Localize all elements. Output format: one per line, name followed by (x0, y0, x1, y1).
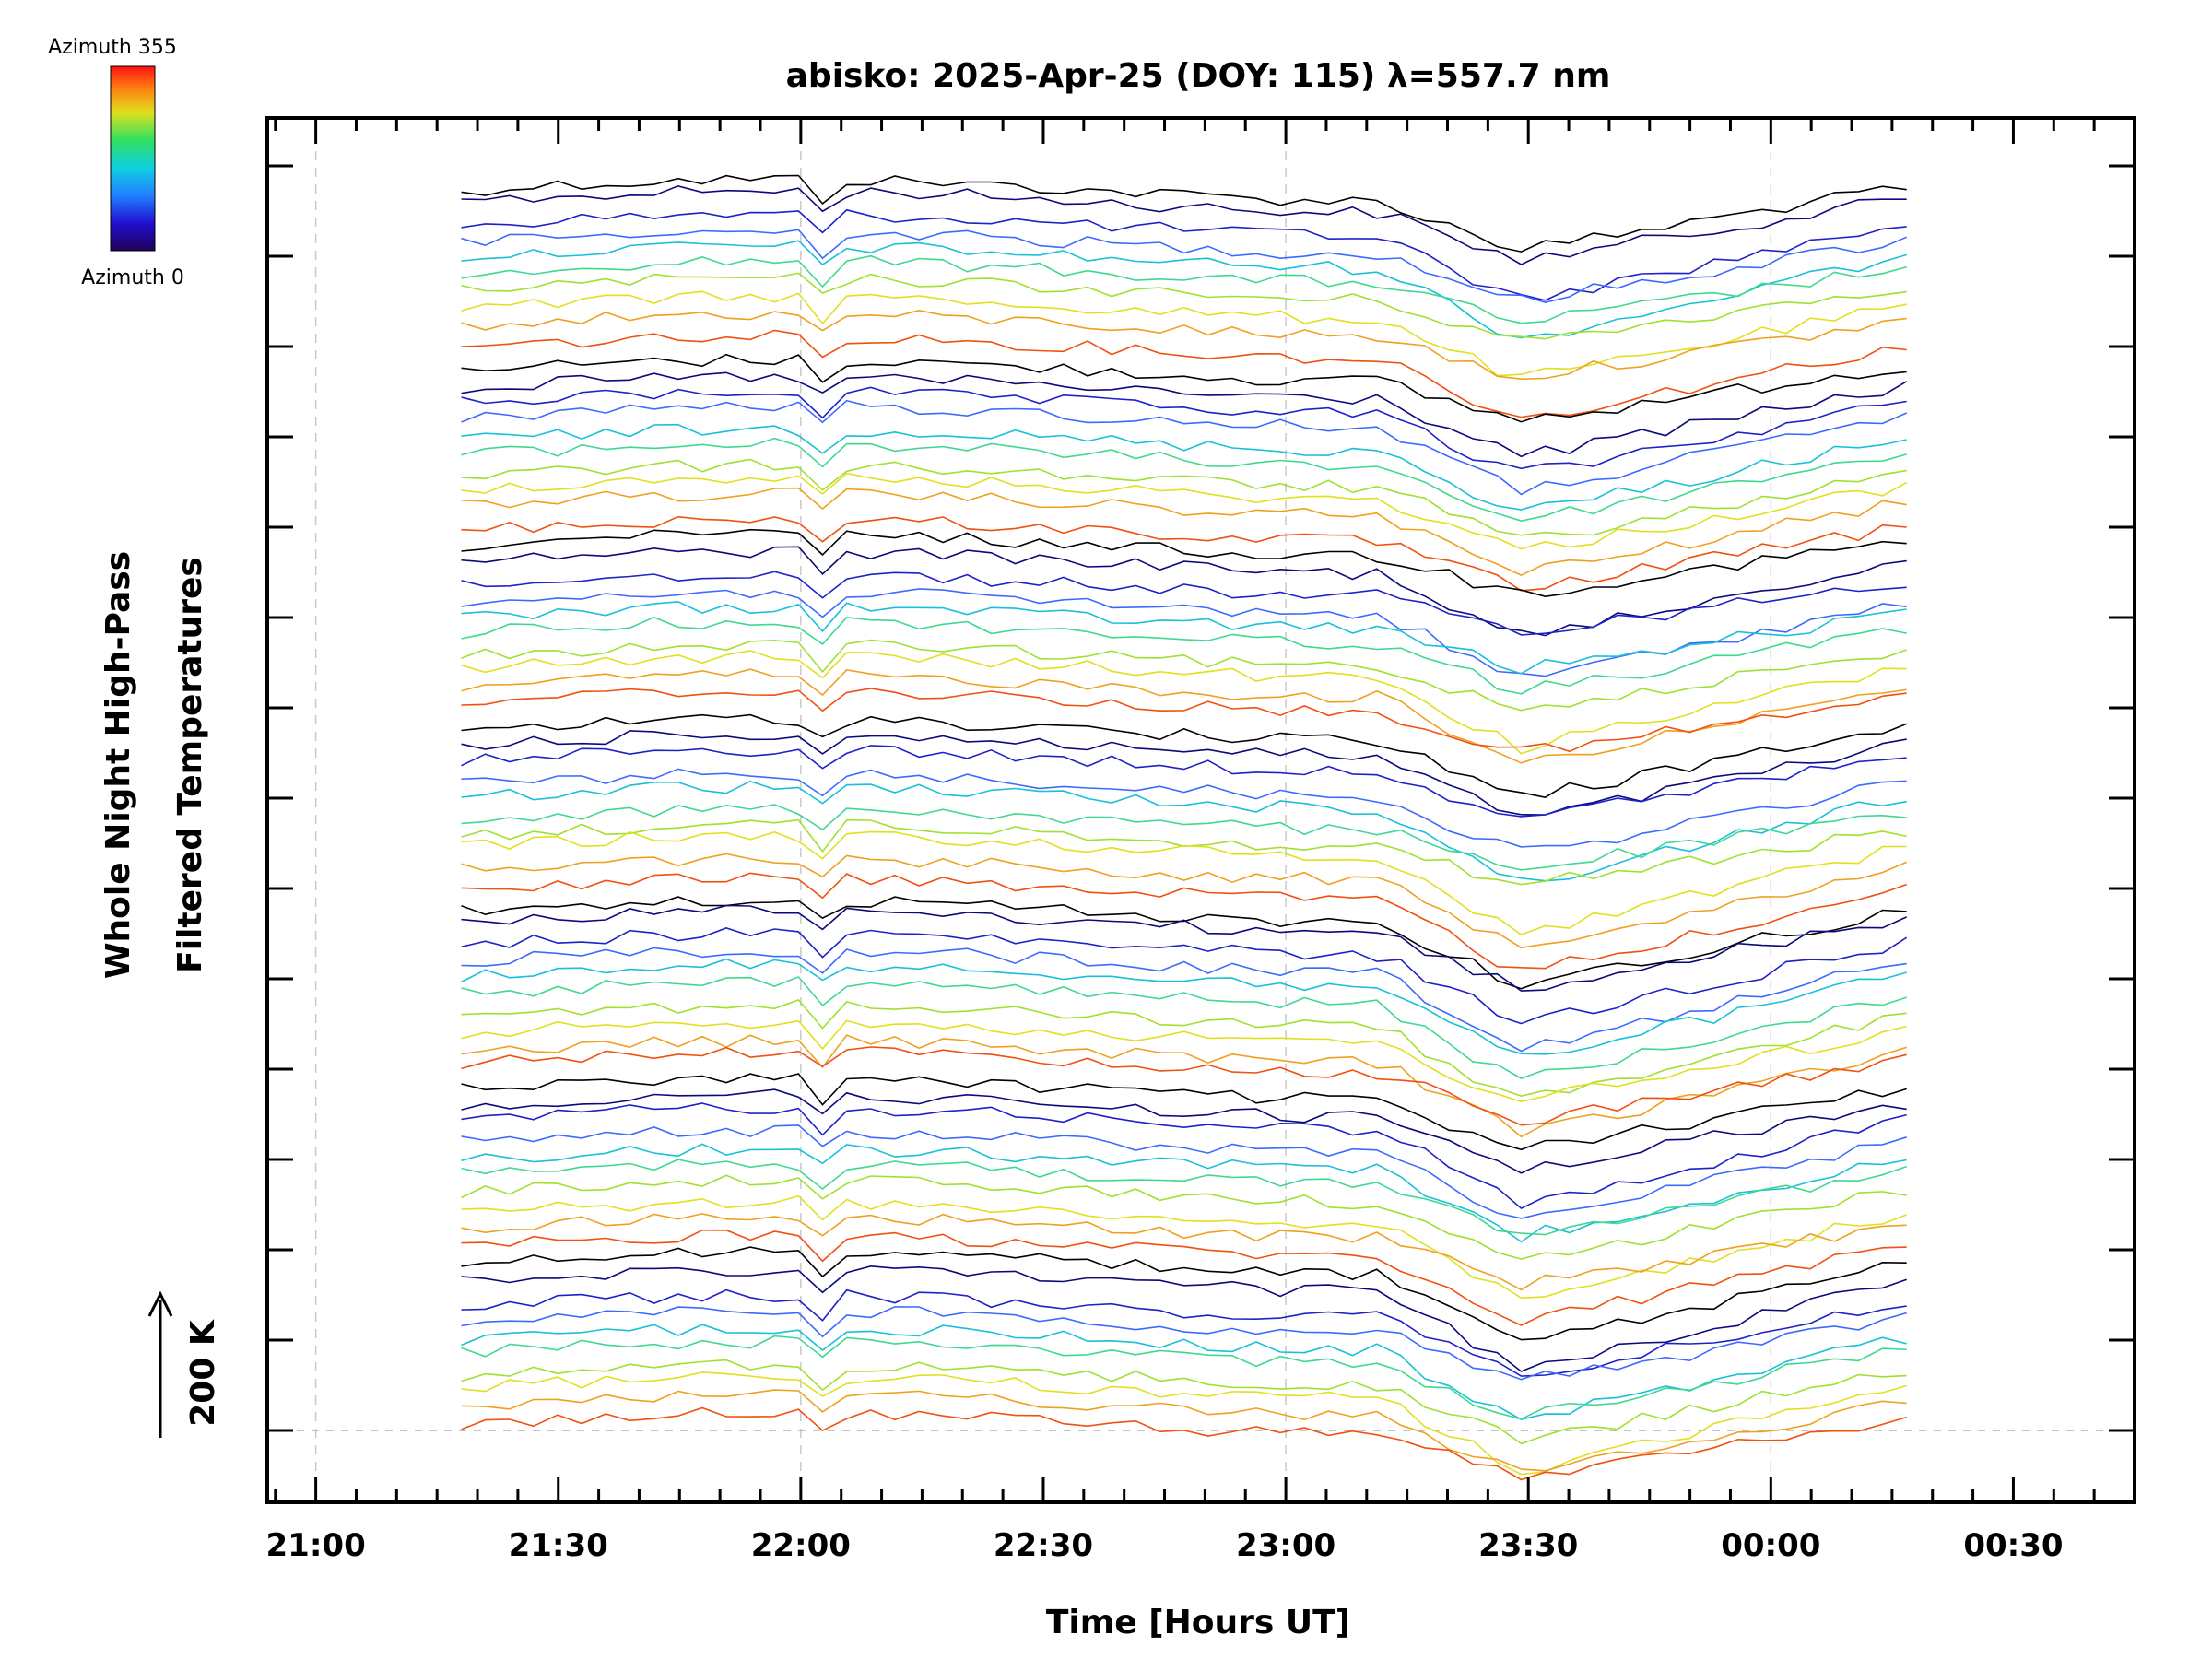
series-line (461, 399, 1908, 496)
x-tick-label: 23:00 (1236, 1527, 1335, 1564)
series-line (461, 1265, 1907, 1372)
series-line (461, 1046, 1907, 1126)
series-line (461, 290, 1907, 377)
series-line (461, 830, 1907, 936)
series-line (461, 1371, 1907, 1476)
series-line (461, 745, 1907, 818)
series-line (461, 371, 1908, 458)
series-line (461, 639, 1907, 712)
series-line (461, 1324, 1907, 1420)
series-line (461, 1288, 1907, 1377)
series-line (461, 472, 1908, 550)
plot-frame (265, 116, 2136, 1504)
axis-ticks (267, 118, 2136, 1502)
colorbar-top-label: Azimuth 355 (48, 36, 177, 59)
series-line (461, 1246, 1907, 1341)
y-axis-label-line2: Filtered Temperatures (171, 557, 209, 973)
series-line (461, 600, 1907, 675)
series-line (461, 487, 1907, 576)
series-line (461, 272, 1907, 340)
series-line (461, 1102, 1907, 1210)
series-line (461, 458, 1907, 536)
series-line (461, 208, 1907, 301)
x-tick-label: 23:30 (1478, 1527, 1578, 1564)
series-line (461, 1034, 1907, 1138)
series-line (461, 947, 1907, 1053)
series-line (461, 999, 1907, 1098)
x-tick-label: 00:30 (1963, 1527, 2063, 1564)
series-line (461, 730, 1907, 816)
chart-title: abisko: 2025-Apr-25 (DOY: 115) λ=557.7 n… (786, 57, 1611, 95)
series-line (461, 780, 1907, 882)
series-line (461, 174, 1907, 253)
series-line (461, 309, 1907, 381)
colorbar-gradient (110, 65, 156, 252)
series-line (461, 254, 1907, 324)
series-line (461, 768, 1907, 848)
series-line (461, 1306, 1907, 1381)
series-line (461, 1088, 1907, 1174)
series-line (461, 571, 1907, 636)
series-line (461, 437, 1907, 523)
x-tick-label: 00:00 (1721, 1527, 1820, 1564)
series-line (461, 1229, 1907, 1326)
series-line (461, 872, 1907, 970)
series-line (461, 1073, 1907, 1151)
series-line (461, 1124, 1907, 1219)
series-line (461, 853, 1908, 949)
series-line (461, 1159, 1907, 1236)
series-line (461, 1174, 1907, 1260)
x-axis-label: Time [Hours UT] (1046, 1604, 1350, 1641)
x-tick-label: 21:30 (509, 1527, 608, 1564)
grid (267, 118, 2135, 1502)
y-axis-label-line1: Whole Night High-Pass (100, 551, 137, 979)
series-line (461, 1406, 1907, 1481)
x-tick-labels: 21:00 21:30 22:00 22:30 23:00 23:30 00:00 00:30 (266, 1527, 2064, 1564)
series-line (461, 904, 1908, 992)
series-line (461, 423, 1907, 511)
x-tick-label: 21:00 (266, 1527, 366, 1564)
series-line (461, 804, 1907, 871)
scale-arrow: 200 K (147, 1290, 222, 1438)
colorbar-bottom-label: Azimuth 0 (81, 266, 184, 289)
series-line (461, 650, 1907, 755)
colorbar: Azimuth 355 Azimuth 0 (48, 36, 184, 289)
series-line (461, 1019, 1907, 1103)
series-line (461, 958, 1907, 1055)
series-line (461, 927, 1908, 1025)
series-line (461, 1335, 1907, 1420)
series-line (461, 688, 1907, 753)
series-line (461, 1194, 1907, 1300)
series-line (461, 353, 1907, 423)
series-line (461, 668, 1907, 764)
series-line (461, 386, 1907, 470)
series-line (461, 616, 1907, 695)
series-line (461, 515, 1907, 592)
series-line (461, 229, 1908, 304)
series-line (461, 329, 1907, 418)
x-tick-label: 22:30 (994, 1527, 1093, 1564)
series-line (461, 528, 1907, 598)
series-line (461, 713, 1908, 798)
series-line (461, 240, 1907, 339)
series-line (461, 1359, 1907, 1445)
x-tick-label: 22:00 (751, 1527, 851, 1564)
series-line (461, 1389, 1907, 1472)
series-line (461, 975, 1907, 1079)
scale-label: 200 K (184, 1319, 222, 1427)
series-line (461, 184, 1907, 265)
series-line (461, 1143, 1907, 1243)
series-line (461, 546, 1907, 637)
series-line (461, 1213, 1907, 1291)
series-line (461, 896, 1907, 990)
y-axis-label: Whole Night High-Pass Filtered Temperatu… (100, 551, 209, 979)
series-layer (461, 174, 1908, 1481)
